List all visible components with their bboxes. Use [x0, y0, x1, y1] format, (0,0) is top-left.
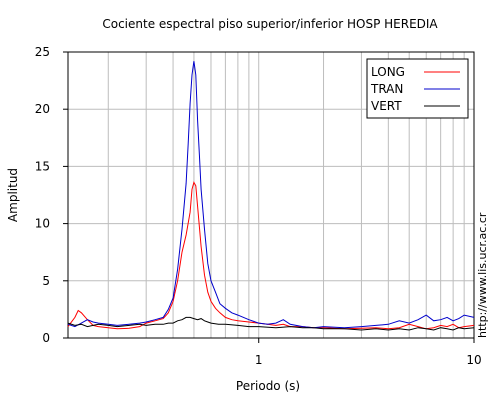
x-tick-label: 1	[255, 353, 263, 367]
series-line-long	[67, 181, 475, 330]
series-line-vert	[67, 316, 475, 331]
legend-label-tran: TRAN	[370, 82, 403, 96]
y-axis-label: Amplitud	[6, 168, 20, 222]
ticks: 0 5 10 15 20 25 1 10	[35, 45, 482, 367]
y-tick-label: 5	[42, 274, 50, 288]
y-tick-label: 0	[42, 331, 50, 345]
series-line-tran	[67, 61, 475, 329]
x-axis-label: Periodo (s)	[236, 379, 300, 393]
y-tick-label: 20	[35, 102, 50, 116]
series-group	[67, 61, 475, 331]
legend-label-long: LONG	[371, 65, 405, 79]
source-url: http://www.lis.ucr.ac.cr	[476, 212, 489, 338]
chart-title: Cociente espectral piso superior/inferio…	[102, 17, 438, 31]
x-tick-label: 10	[466, 353, 481, 367]
y-tick-label: 15	[35, 159, 50, 173]
legend-label-vert: VERT	[371, 99, 402, 113]
plot-frame	[67, 51, 475, 339]
y-tick-label: 25	[35, 45, 50, 59]
y-tick-label: 10	[35, 217, 50, 231]
legend: LONG TRAN VERT	[366, 58, 469, 119]
